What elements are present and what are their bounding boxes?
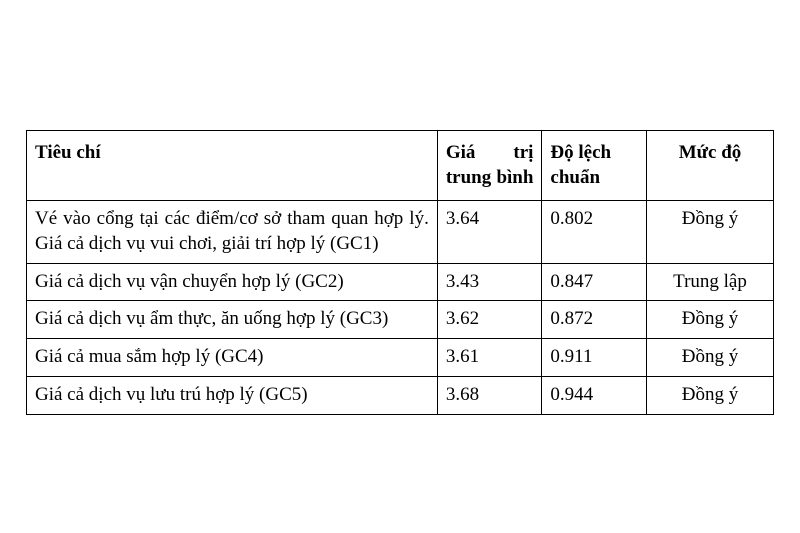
cell-mean: 3.61 — [437, 339, 542, 377]
cell-level: Đồng ý — [647, 301, 774, 339]
cell-criteria: Giá cả mua sắm hợp lý (GC4) — [27, 339, 438, 377]
cell-criteria: Vé vào cổng tại các điểm/cơ sở tham quan… — [27, 201, 438, 263]
table-row: Giá cả dịch vụ ẩm thực, ăn uống hợp lý (… — [27, 301, 774, 339]
cell-mean: 3.43 — [437, 263, 542, 301]
page: Tiêu chí Giá trị trung bình Độ lệch chuẩ… — [0, 0, 800, 415]
table-row: Giá cả dịch vụ vận chuyển hợp lý (GC2) 3… — [27, 263, 774, 301]
cell-criteria: Giá cả dịch vụ vận chuyển hợp lý (GC2) — [27, 263, 438, 301]
criteria-table: Tiêu chí Giá trị trung bình Độ lệch chuẩ… — [26, 130, 774, 415]
cell-stddev: 0.802 — [542, 201, 647, 263]
table-row: Vé vào cổng tại các điểm/cơ sở tham quan… — [27, 201, 774, 263]
cell-criteria: Giá cả dịch vụ lưu trú hợp lý (GC5) — [27, 376, 438, 414]
cell-stddev: 0.944 — [542, 376, 647, 414]
cell-mean: 3.64 — [437, 201, 542, 263]
cell-level: Đồng ý — [647, 201, 774, 263]
cell-level: Đồng ý — [647, 339, 774, 377]
header-mean: Giá trị trung bình — [437, 131, 542, 201]
cell-stddev: 0.911 — [542, 339, 647, 377]
cell-mean: 3.68 — [437, 376, 542, 414]
cell-criteria: Giá cả dịch vụ ẩm thực, ăn uống hợp lý (… — [27, 301, 438, 339]
table-row: Giá cả mua sắm hợp lý (GC4) 3.61 0.911 Đ… — [27, 339, 774, 377]
table-header-row: Tiêu chí Giá trị trung bình Độ lệch chuẩ… — [27, 131, 774, 201]
header-criteria: Tiêu chí — [27, 131, 438, 201]
cell-level: Trung lập — [647, 263, 774, 301]
cell-stddev: 0.847 — [542, 263, 647, 301]
table-body: Vé vào cổng tại các điểm/cơ sở tham quan… — [27, 201, 774, 414]
cell-stddev: 0.872 — [542, 301, 647, 339]
cell-level: Đồng ý — [647, 376, 774, 414]
header-stddev: Độ lệch chuẩn — [542, 131, 647, 201]
header-level: Mức độ — [647, 131, 774, 201]
cell-mean: 3.62 — [437, 301, 542, 339]
table-row: Giá cả dịch vụ lưu trú hợp lý (GC5) 3.68… — [27, 376, 774, 414]
